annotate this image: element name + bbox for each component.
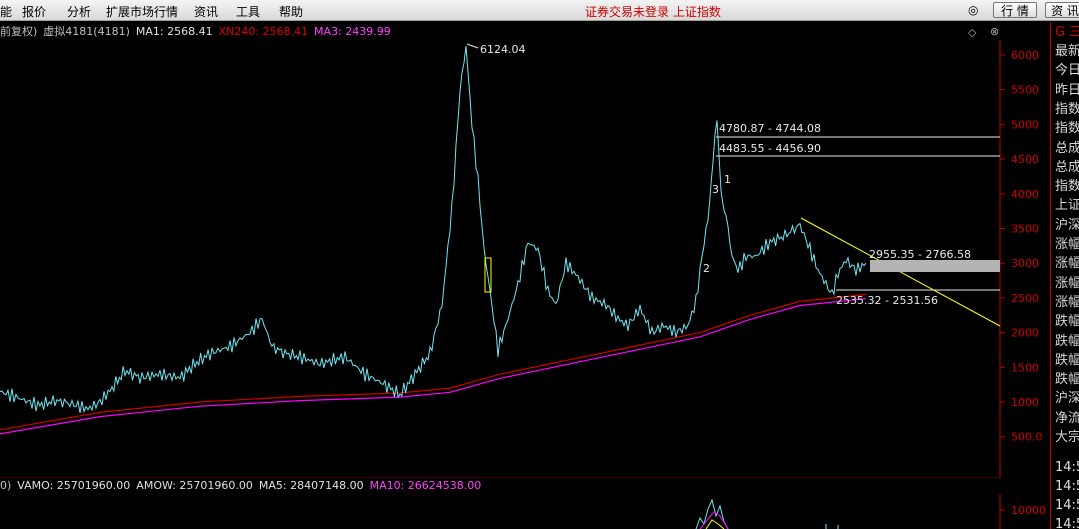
panel-field-label: 涨幅 [1055,237,1079,252]
close-icon[interactable]: ⊗ [990,25,1000,38]
quote-side-panel: G 三 最新今日昨日指数指数总成总成指数上证沪深涨幅涨幅涨幅涨幅跌幅跌幅跌幅跌幅… [1050,22,1079,529]
menu-item-tools[interactable]: 工具 [236,5,261,19]
main-price-chart[interactable]: 6000550050004500400035003000250020001500… [0,40,1050,478]
panel-field-label: 跌幅 [1055,352,1079,368]
y-tick-label: 1500 [1011,361,1039,374]
ma3-value: MA3: 2439.99 [314,25,391,38]
ma5-value: MA5: 28407148.00 [258,479,364,492]
info-button[interactable]: 资 讯 [1045,2,1079,18]
y-tick-label: 3500 [1011,223,1039,236]
panel-time-entry: 14:5 [1055,517,1079,529]
vamo-value: VAMO: 25701960.00 [17,479,131,492]
y-tick-label: 1000 [1011,396,1039,409]
range3-label: 2955.35 - 2766.58 [869,248,971,261]
panel-field-label: 最新 [1055,44,1079,59]
peak-label: 6124.04 [480,43,526,56]
panel-time-entry: 14:5 [1055,479,1079,494]
y-tick-label: 4000 [1011,188,1039,201]
menu-item-analysis[interactable]: 分析 [67,5,92,19]
y-axis-ticks: 6000 5500 5000 4500 4000 3500 3000 2500 2000 1500… [1000,49,1043,444]
amow-value: AMOW: 25701960.00 [136,479,253,492]
y-tick-label: 6000 [1011,49,1039,62]
y-tick-label: 500.0 [1011,431,1043,444]
window-control-icon[interactable]: ◎ [968,3,979,17]
panel-field-label: 涨幅 [1055,275,1079,291]
yellow-marker-box [484,257,492,293]
panel-field-label: 涨幅 [1055,256,1079,272]
menu-item-news[interactable]: 资讯 [194,5,219,19]
wave-2-label: 2 [703,262,710,275]
settings-icon[interactable]: ◇ [968,26,977,39]
price-line [0,45,867,414]
panel-field-label: 今日 [1055,63,1079,79]
range2-label: 4483.55 - 4456.90 [719,142,821,155]
panel-field-label: 大宗 [1055,430,1079,445]
ma10-value: MA10: 26624538.00 [369,479,482,492]
menu-item-func[interactable]: 能 [0,5,13,19]
symbol-label: 虚拟4181(4181) [43,25,130,38]
quotes-button[interactable]: 行 情 [993,2,1037,18]
range1-label: 4780.87 - 4744.08 [719,122,821,135]
panel-field-label: 沪深 [1055,217,1079,233]
panel-field-label: 总成 [1055,140,1079,156]
wave-3-label: 3 [712,183,719,196]
volume-axis-tick: 10000 [1011,504,1046,517]
y-tick-label: 5000 [1011,118,1039,131]
panel-field-label: 跌幅 [1055,333,1079,349]
chart-header: 前复权) 虚拟4181(4181) MA1: 2568.41 XN240: 2568.… [0,23,397,39]
adjust-mode[interactable]: 前复权) [0,25,38,38]
panel-field-label: 跌幅 [1055,372,1079,388]
panel-header[interactable]: G 三 [1055,25,1079,40]
xn240-value: XN240: 2568.41 [218,25,309,38]
panel-field-label: 沪深 [1055,391,1079,407]
highlight-box [870,260,1000,272]
panel-field-label: 跌幅 [1055,314,1079,330]
xn240-line [0,293,867,431]
panel-time-entry: 14:5 [1055,498,1079,513]
panel-field-label: 昨日 [1055,82,1079,98]
volume-header: 0) VAMO: 25701960.00 AMOW: 25701960.00 MA5:… [0,479,487,493]
y-tick-label: 5500 [1011,84,1039,97]
panel-field-label: 指数 [1055,101,1079,117]
panel-field-label: 涨幅 [1055,294,1079,310]
y-tick-label: 4500 [1011,153,1039,166]
y-tick-label: 2000 [1011,327,1039,340]
volume-prefix: 0) [0,479,12,492]
panel-field-label: 总成 [1055,159,1079,175]
panel-field-label: 指数 [1055,121,1079,137]
volume-bars [695,498,839,529]
wave-1-label: 1 [724,173,731,186]
panel-field-label: 上证 [1055,198,1079,214]
menu-item-extended-market[interactable]: 扩展市场行情 [106,5,179,19]
menu-bar: 能 报价 分析 扩展市场行情 资讯 工具 帮助 证券交易未登录 上证指数 ◎ 行… [0,0,1079,21]
ma1-value: MA1: 2568.41 [135,25,213,38]
panel-time-entry: 14:5 [1055,460,1079,475]
panel-field-label: 净流 [1055,410,1079,426]
ma3-line [0,298,867,435]
y-tick-label: 2500 [1011,292,1039,305]
y-tick-label: 3000 [1011,257,1039,270]
peak-marker-icon [466,43,479,49]
panel-field-label: 指数 [1055,179,1079,195]
menu-item-help[interactable]: 帮助 [279,5,304,19]
volume-chart[interactable]: 10000 [0,494,1050,529]
status-title: 证券交易未登录 上证指数 [585,5,721,19]
menu-item-quotes[interactable]: 报价 [22,5,47,19]
range4-label: 2535.32 - 2531.56 [836,294,938,307]
